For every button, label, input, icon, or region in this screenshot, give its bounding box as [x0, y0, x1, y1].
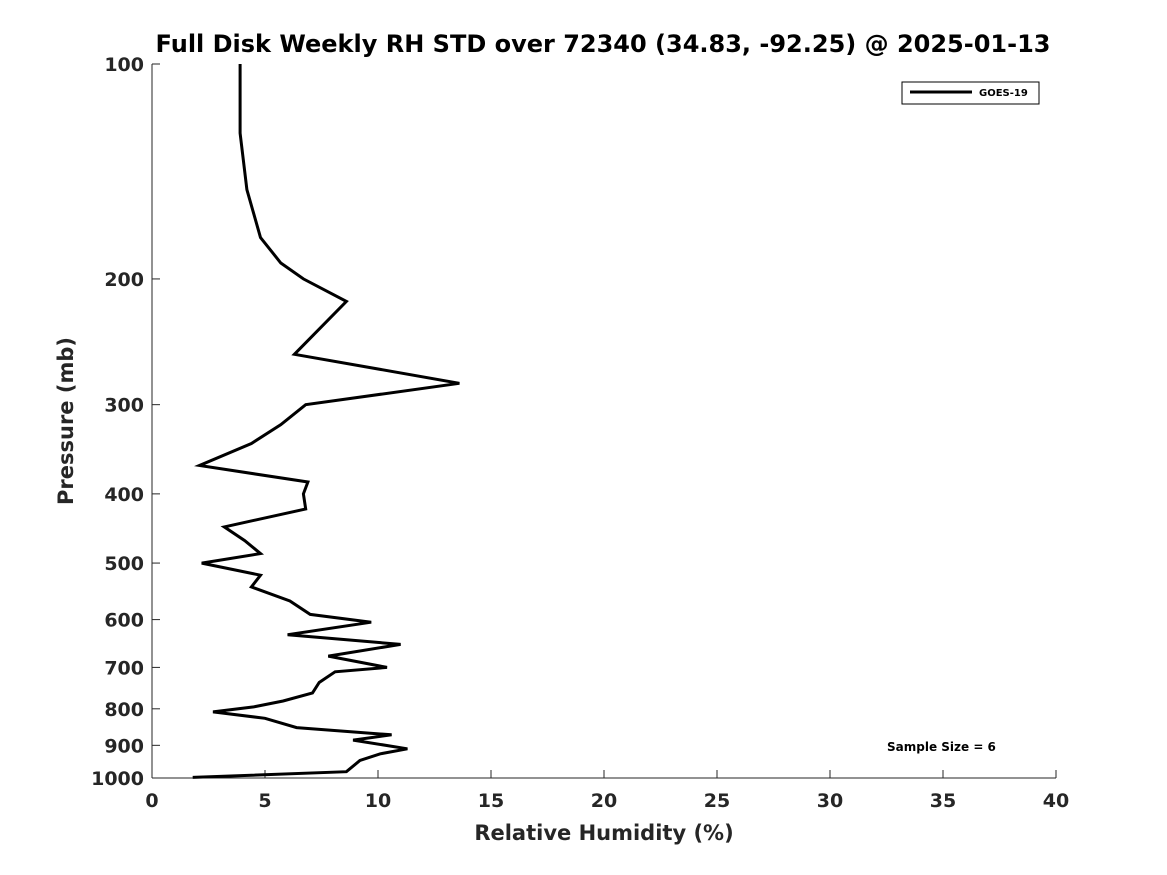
x-axis-label: Relative Humidity (%) — [474, 821, 733, 845]
legend-label-goes-19: GOES-19 — [979, 88, 1028, 99]
y-tick-label: 900 — [104, 735, 144, 757]
legend: GOES-19 — [901, 81, 1040, 105]
y-tick-label: 800 — [104, 699, 144, 721]
series-layer — [192, 64, 460, 779]
y-tick-label: 600 — [104, 610, 144, 632]
x-tick-label: 30 — [817, 790, 843, 812]
y-ticks: 100 200 300 400 500 600 700 800 900 1000 — [91, 54, 160, 790]
series-line-goes-19 — [192, 64, 460, 779]
sample-size-annotation: Sample Size = 6 — [887, 740, 996, 754]
x-tick-label: 40 — [1043, 790, 1069, 812]
y-tick-label: 300 — [104, 395, 144, 417]
x-tick-label: 20 — [591, 790, 617, 812]
y-tick-label: 200 — [104, 269, 144, 291]
x-tick-label: 10 — [365, 790, 391, 812]
y-tick-label: 700 — [104, 657, 144, 679]
y-tick-label: 1000 — [91, 768, 144, 790]
x-tick-label: 5 — [258, 790, 271, 812]
x-tick-label: 15 — [478, 790, 504, 812]
x-tick-label: 25 — [704, 790, 730, 812]
x-ticks: 0 5 10 15 20 25 30 35 40 — [145, 770, 1069, 812]
x-tick-label: 0 — [145, 790, 158, 812]
x-tick-label: 35 — [930, 790, 956, 812]
y-tick-label: 100 — [104, 54, 144, 76]
y-tick-label: 500 — [104, 553, 144, 575]
chart-title: Full Disk Weekly RH STD over 72340 (34.8… — [156, 30, 1051, 58]
y-tick-label: 400 — [104, 484, 144, 506]
y-axis-label: Pressure (mb) — [54, 337, 78, 505]
